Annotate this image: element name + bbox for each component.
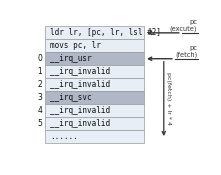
FancyBboxPatch shape [45, 78, 144, 91]
Text: __irq_invalid: __irq_invalid [50, 80, 110, 89]
FancyBboxPatch shape [45, 52, 144, 65]
Text: 1: 1 [37, 67, 42, 76]
Text: pc(fetch) + lr * 4: pc(fetch) + lr * 4 [166, 72, 171, 125]
Text: 5: 5 [37, 119, 42, 128]
FancyBboxPatch shape [45, 104, 144, 117]
FancyBboxPatch shape [45, 91, 144, 104]
Text: 2: 2 [37, 80, 42, 89]
FancyBboxPatch shape [45, 130, 144, 143]
Text: __irq_invalid: __irq_invalid [50, 119, 110, 128]
Text: pc
(fetch): pc (fetch) [175, 45, 197, 58]
Text: 3: 3 [37, 93, 42, 102]
Text: 0: 0 [37, 54, 42, 63]
Text: __irq_invalid: __irq_invalid [50, 67, 110, 76]
Text: 4: 4 [37, 106, 42, 115]
Text: ......: ...... [50, 132, 78, 141]
Text: ldr lr, [pc, lr, lsl #2]: ldr lr, [pc, lr, lsl #2] [50, 28, 161, 37]
FancyBboxPatch shape [45, 117, 144, 130]
FancyBboxPatch shape [45, 65, 144, 78]
Text: movs pc, lr: movs pc, lr [50, 41, 101, 50]
FancyBboxPatch shape [45, 26, 144, 39]
Text: __irq_svc: __irq_svc [50, 93, 91, 102]
Text: pc
(excute): pc (excute) [170, 19, 197, 32]
Text: __irq_usr: __irq_usr [50, 54, 91, 63]
Text: __irq_invalid: __irq_invalid [50, 106, 110, 115]
FancyBboxPatch shape [45, 39, 144, 52]
